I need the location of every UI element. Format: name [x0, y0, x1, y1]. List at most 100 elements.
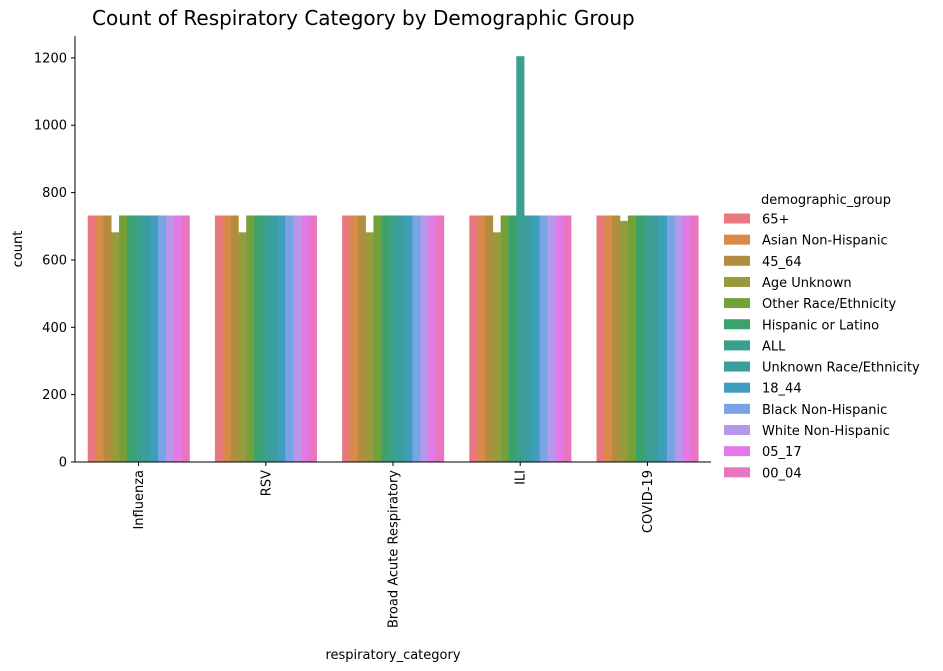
legend-label: Unknown Race/Ethnicity: [762, 361, 920, 376]
x-axis-label: respiratory_category: [325, 648, 460, 663]
bar-unknown-race-ethnicity-rsv: [269, 215, 278, 462]
bar-age-unknown-broad-acute-respiratory: [365, 232, 374, 462]
y-tick-label: 600: [42, 253, 67, 268]
legend-swatch: [724, 340, 750, 351]
legend-label: 18_44: [762, 382, 802, 397]
legend: demographic_group 65+ Asian Non-Hispanic 4…: [724, 193, 920, 481]
legend-swatch: [724, 361, 750, 372]
bar-hispanic-or-latino-broad-acute-respiratory: [381, 215, 390, 462]
bar-white-non-hispanic-influenza: [166, 215, 175, 462]
bar-18-44-ili: [531, 215, 541, 462]
bar-black-non-hispanic-broad-acute-respiratory: [412, 215, 421, 462]
bar-05-17-broad-acute-respiratory: [428, 215, 437, 462]
legend-label: Hispanic or Latino: [762, 318, 879, 333]
legend-label: Asian Non-Hispanic: [762, 234, 888, 249]
legend-swatch: [724, 255, 750, 266]
bar-hispanic-or-latino-influenza: [126, 215, 135, 462]
legend-label: White Non-Hispanic: [762, 424, 890, 439]
bar-black-non-hispanic-covid-19: [666, 215, 676, 462]
bar-unknown-race-ethnicity-broad-acute-respiratory: [396, 215, 406, 462]
bar-black-non-hispanic-influenza: [158, 215, 167, 462]
bar-other-race-ethnicity-rsv: [246, 215, 255, 462]
bar-age-unknown-covid-19: [620, 220, 629, 462]
bar-asian-non-hispanic-broad-acute-respiratory: [349, 215, 359, 462]
bar-all-covid-19: [643, 215, 652, 462]
legend-swatch: [724, 425, 750, 435]
bar-other-race-ethnicity-covid-19: [627, 215, 636, 462]
bar-65--broad-acute-respiratory: [342, 215, 351, 462]
bar-hispanic-or-latino-ili: [508, 215, 517, 462]
bar-18-44-rsv: [277, 215, 286, 462]
bars-group: [87, 56, 699, 463]
bar-unknown-race-ethnicity-influenza: [142, 215, 151, 462]
y-tick-label: 0: [59, 456, 67, 471]
bar-unknown-race-ethnicity-covid-19: [651, 215, 660, 462]
bar-white-non-hispanic-ili: [547, 215, 556, 462]
legend-swatch: [724, 446, 750, 457]
bar-00-04-broad-acute-respiratory: [436, 215, 445, 462]
bar-asian-non-hispanic-ili: [477, 215, 486, 462]
x-tick-label: RSV: [259, 470, 274, 496]
bar-18-44-covid-19: [659, 215, 668, 462]
y-tick-label: 1000: [34, 119, 67, 134]
bar-all-ili: [516, 56, 525, 463]
legend-swatch: [724, 467, 750, 478]
bar-65--influenza: [87, 215, 96, 462]
y-tick-label: 400: [42, 321, 67, 336]
bar-other-race-ethnicity-influenza: [119, 215, 128, 462]
bar-65--ili: [469, 215, 478, 462]
legend-label: Black Non-Hispanic: [762, 403, 887, 418]
legend-swatch: [724, 276, 750, 287]
bar-all-influenza: [134, 215, 143, 462]
y-tick-label: 200: [42, 388, 67, 403]
bar-45-64-influenza: [103, 215, 112, 462]
bar-all-rsv: [261, 215, 271, 462]
legend-swatch: [724, 213, 750, 224]
bar-00-04-covid-19: [690, 215, 699, 462]
bar-00-04-influenza: [181, 215, 190, 462]
bar-other-race-ethnicity-ili: [500, 215, 509, 462]
bar-05-17-ili: [555, 215, 564, 462]
x-ticks-group: Influenza RSV Broad Acute Respiratory ILI CO…: [132, 462, 656, 628]
bar-other-race-ethnicity-broad-acute-respiratory: [373, 215, 382, 462]
bar-hispanic-or-latino-rsv: [254, 215, 263, 462]
bar-65--covid-19: [596, 215, 605, 462]
bar-05-17-rsv: [301, 215, 310, 462]
bar-05-17-influenza: [173, 215, 182, 462]
legend-swatch: [724, 403, 750, 414]
x-tick-label: Influenza: [132, 470, 147, 530]
legend-swatch: [724, 319, 750, 330]
legend-swatch: [724, 382, 750, 393]
bar-white-non-hispanic-covid-19: [674, 215, 683, 462]
bar-asian-non-hispanic-rsv: [222, 215, 231, 462]
bar-45-64-rsv: [230, 215, 239, 462]
legend-label: Other Race/Ethnicity: [762, 297, 897, 312]
x-tick-label: COVID-19: [641, 470, 656, 533]
bar-45-64-covid-19: [612, 215, 621, 462]
legend-label: 65+: [762, 213, 789, 228]
bar-age-unknown-rsv: [238, 232, 247, 462]
bar-white-non-hispanic-broad-acute-respiratory: [420, 215, 429, 462]
y-tick-label: 1200: [34, 51, 67, 66]
y-tick-label: 800: [42, 186, 67, 201]
bar-black-non-hispanic-ili: [539, 215, 548, 462]
bar-white-non-hispanic-rsv: [293, 215, 302, 462]
bar-all-broad-acute-respiratory: [389, 215, 398, 462]
bar-45-64-ili: [484, 215, 494, 462]
y-ticks-group: 0 200 400 600 800 1000 1200: [34, 51, 75, 471]
bar-black-non-hispanic-rsv: [285, 215, 294, 462]
bar-asian-non-hispanic-covid-19: [604, 215, 613, 462]
bar-hispanic-or-latino-covid-19: [635, 215, 644, 462]
bar-45-64-broad-acute-respiratory: [357, 215, 366, 462]
bar-65--rsv: [214, 215, 224, 462]
legend-swatch: [724, 298, 750, 309]
bar-age-unknown-influenza: [111, 232, 120, 462]
bar-asian-non-hispanic-influenza: [95, 215, 104, 462]
bar-unknown-race-ethnicity-ili: [524, 215, 533, 462]
legend-label: ALL: [762, 339, 786, 354]
bar-05-17-covid-19: [682, 215, 691, 462]
legend-swatch: [724, 234, 750, 245]
chart-title: Count of Respiratory Category by Demogra…: [92, 6, 635, 30]
y-axis-label: count: [11, 231, 26, 268]
